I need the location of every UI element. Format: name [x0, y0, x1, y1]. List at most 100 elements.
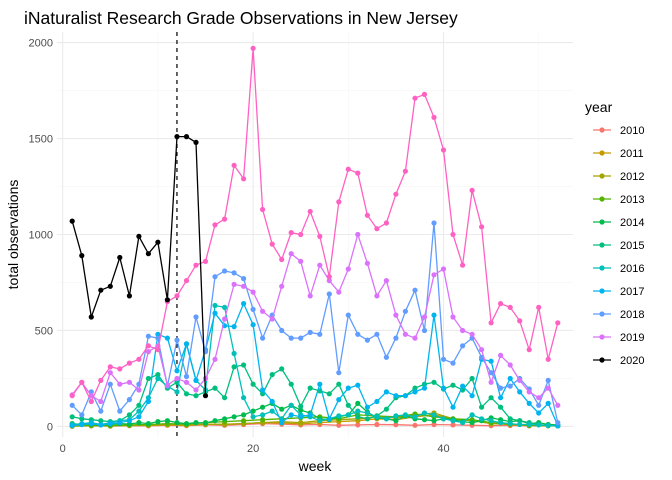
data-point — [450, 418, 456, 424]
data-point — [536, 422, 542, 428]
data-point — [212, 222, 218, 228]
data-point — [431, 272, 437, 278]
data-point — [336, 422, 342, 428]
legend-item: 2018 — [593, 309, 644, 321]
data-point — [469, 187, 475, 193]
data-point — [345, 312, 351, 318]
legend-key-point — [599, 242, 605, 248]
data-point — [326, 278, 332, 284]
data-point — [440, 416, 447, 422]
legend-label: 2012 — [620, 171, 644, 183]
data-point — [498, 395, 504, 401]
data-point — [355, 400, 361, 406]
data-point — [174, 337, 180, 343]
data-point — [421, 91, 428, 97]
legend: year 2010 2011 2012 2013 2014 2015 2016 2017 201… — [585, 99, 644, 367]
data-point — [355, 331, 361, 337]
legend-item: 2015 — [593, 240, 644, 252]
data-point — [345, 412, 351, 418]
data-point — [107, 381, 113, 387]
data-point — [526, 400, 532, 406]
data-point — [222, 268, 228, 274]
data-point — [440, 147, 447, 153]
data-point — [412, 287, 418, 293]
data-point — [174, 375, 180, 382]
data-point — [164, 418, 170, 424]
data-point — [202, 420, 209, 426]
data-point — [364, 212, 370, 218]
data-point — [298, 403, 304, 409]
x-tick-label: 0 — [60, 443, 66, 455]
data-point — [145, 375, 151, 382]
data-point — [279, 366, 285, 372]
data-point — [450, 382, 456, 388]
legend-key-point — [599, 219, 605, 225]
data-point — [517, 389, 523, 395]
data-point — [79, 416, 85, 422]
data-point — [279, 420, 285, 426]
data-point — [155, 375, 161, 382]
data-point — [336, 199, 342, 205]
data-point — [193, 387, 199, 393]
data-point — [545, 422, 551, 429]
data-point — [393, 393, 399, 399]
data-point — [145, 349, 151, 355]
data-point — [469, 375, 475, 382]
data-point — [155, 347, 161, 353]
data-point — [383, 416, 389, 422]
series-line — [71, 222, 559, 423]
data-point — [260, 412, 266, 418]
data-point — [250, 322, 256, 328]
data-point — [145, 398, 151, 405]
data-point — [469, 420, 475, 426]
data-point — [183, 379, 190, 385]
data-point — [374, 414, 380, 420]
data-point — [79, 412, 85, 418]
data-point — [69, 414, 75, 420]
data-point — [345, 266, 351, 272]
y-tick-label: 2000 — [29, 38, 53, 50]
data-point — [212, 418, 218, 424]
data-point — [336, 289, 342, 295]
data-point — [260, 404, 266, 410]
data-point — [383, 220, 389, 226]
data-point — [298, 407, 304, 413]
data-point — [260, 206, 266, 213]
data-point — [393, 335, 399, 341]
series-line — [72, 364, 558, 427]
data-point — [241, 362, 247, 368]
data-point — [536, 304, 542, 310]
data-point — [393, 312, 399, 318]
data-point — [231, 414, 237, 420]
data-point — [69, 422, 75, 429]
data-point — [136, 387, 142, 393]
data-point — [498, 385, 504, 391]
data-point — [307, 329, 313, 335]
data-point — [231, 364, 237, 370]
data-point — [107, 283, 113, 289]
data-point — [79, 379, 85, 385]
data-point — [402, 331, 408, 337]
series-2015 — [69, 362, 561, 429]
data-point — [450, 404, 456, 410]
data-point — [250, 408, 256, 414]
data-point — [88, 314, 94, 320]
legend-item: 2010 — [593, 125, 644, 137]
legend-title: year — [585, 99, 613, 115]
data-point — [269, 316, 275, 322]
data-point — [212, 385, 218, 391]
data-point — [517, 418, 523, 424]
data-point — [298, 258, 304, 264]
data-point — [355, 382, 361, 388]
data-point — [402, 393, 408, 399]
data-point — [545, 385, 551, 391]
data-point — [98, 408, 104, 414]
data-point — [355, 170, 361, 176]
data-point — [383, 406, 389, 412]
data-point — [374, 421, 380, 428]
legend-item: 2014 — [593, 217, 644, 229]
legend-key-point — [599, 127, 605, 133]
data-point — [479, 224, 485, 230]
data-point — [317, 262, 323, 268]
data-point — [260, 308, 266, 314]
